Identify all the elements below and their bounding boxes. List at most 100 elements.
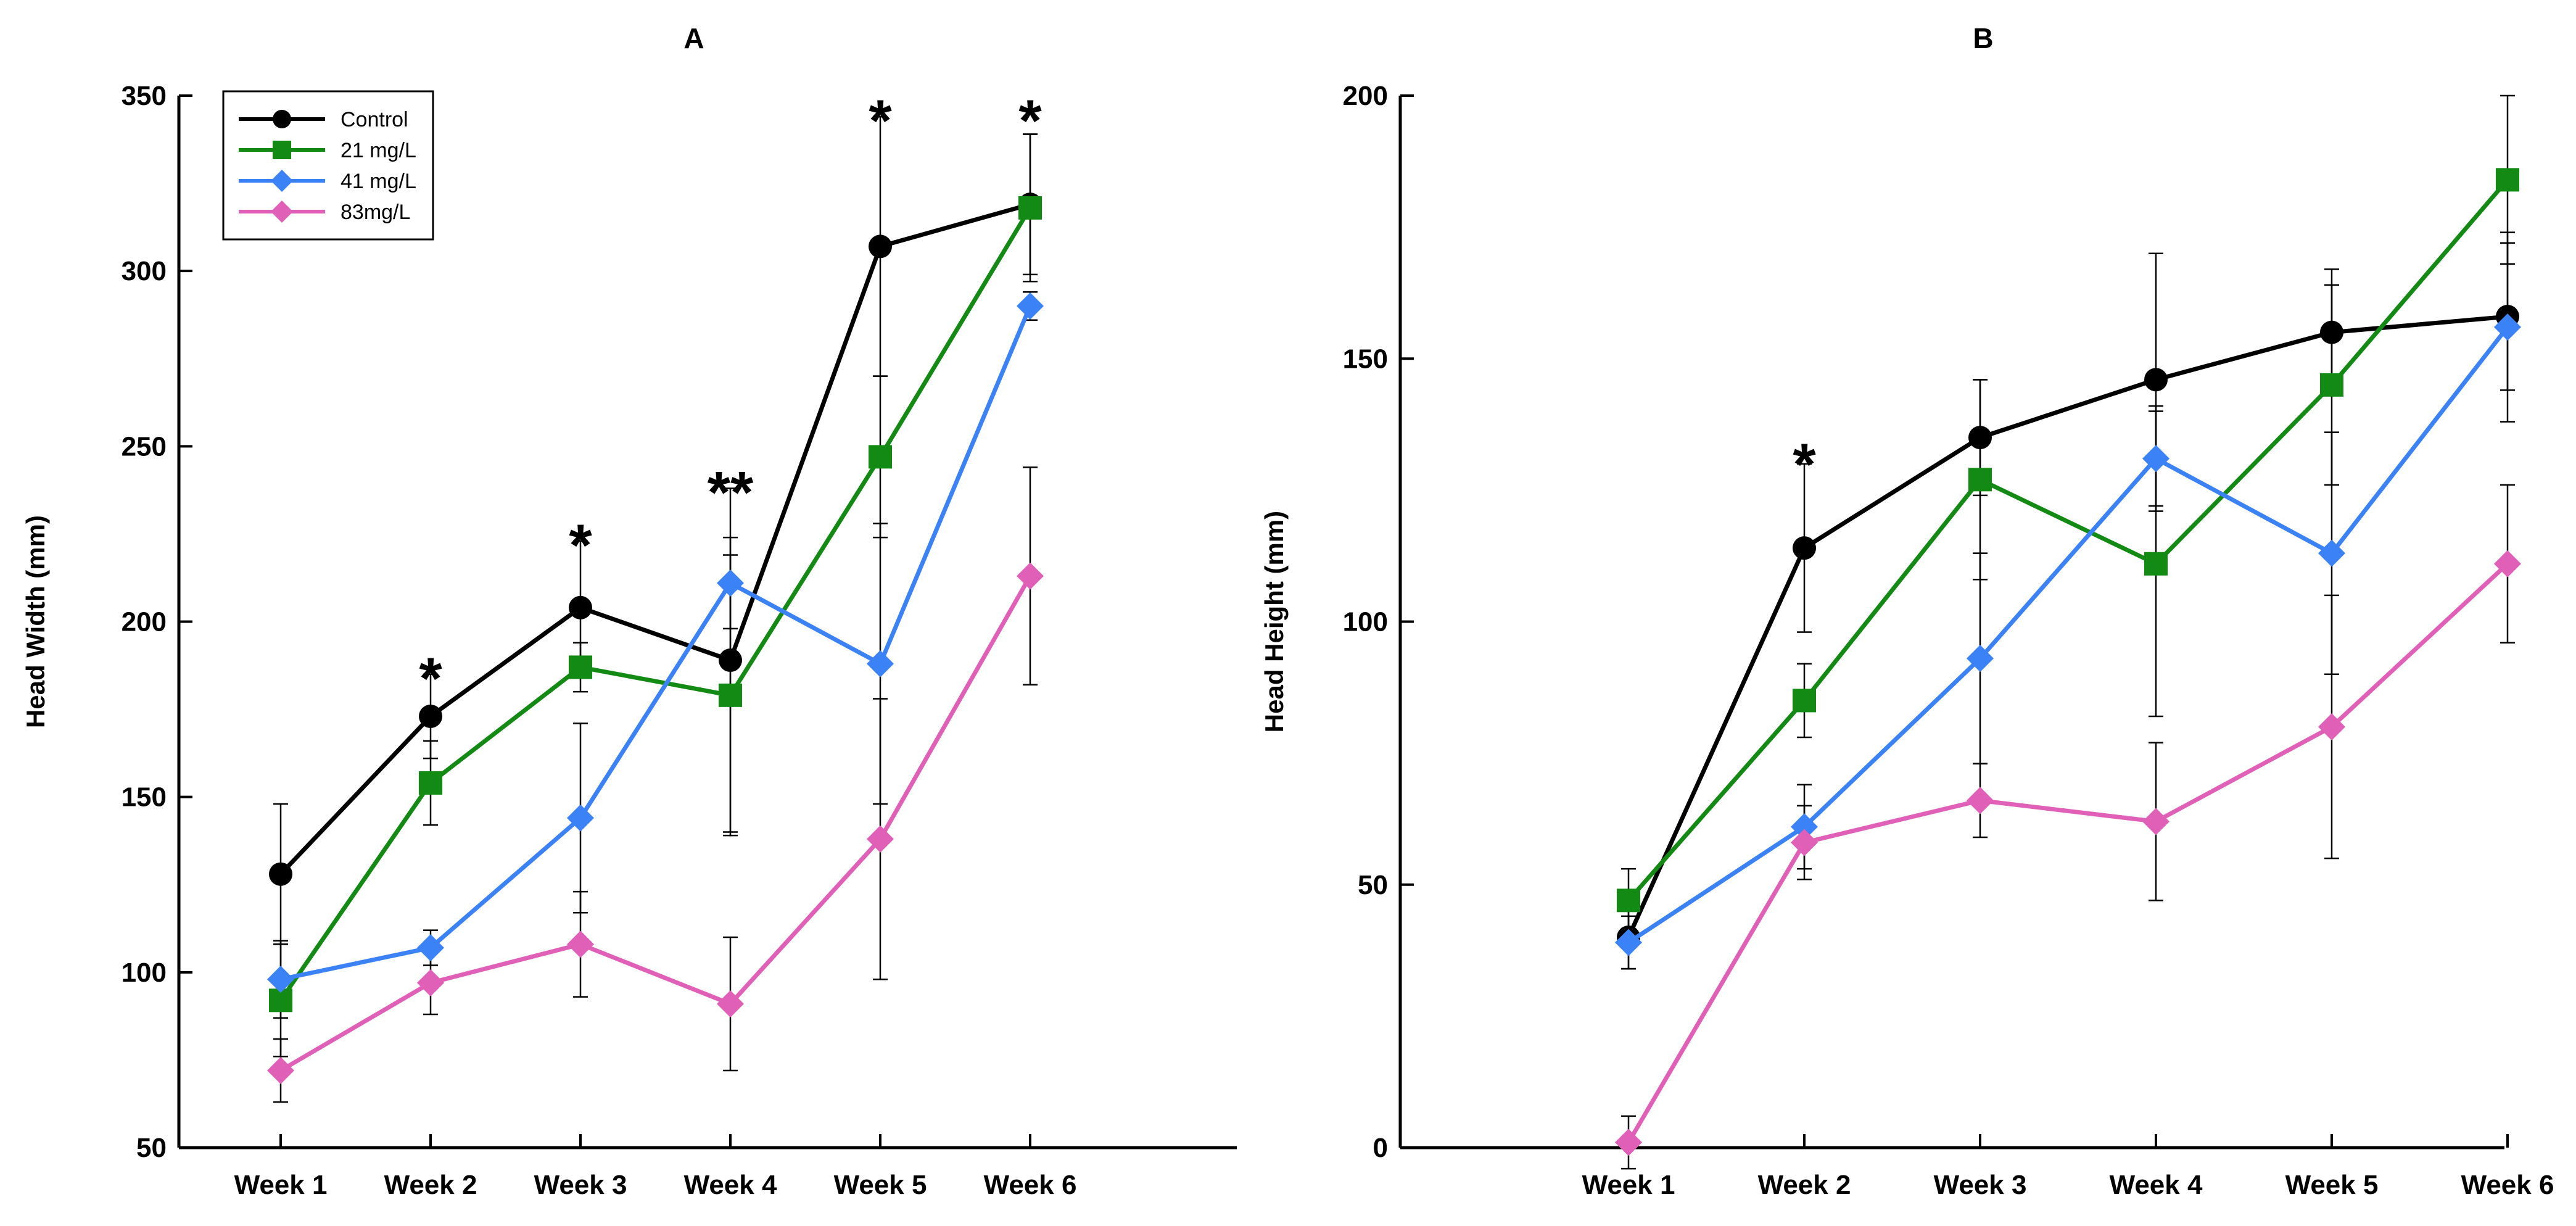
y-axis-label: Head Width (mm) xyxy=(21,515,50,728)
series-line-3 xyxy=(1626,562,2509,1144)
x-tick-label: Week 3 xyxy=(534,1170,627,1200)
series-2-point xyxy=(417,934,444,962)
x-tick-label: Week 3 xyxy=(1934,1170,2027,1200)
series-3-point xyxy=(567,930,594,958)
x-tick-label: Week 1 xyxy=(234,1170,328,1200)
series-3-point xyxy=(2318,713,2345,740)
series-line-2 xyxy=(1627,325,2509,945)
series-1-point xyxy=(869,445,892,469)
series-0-point xyxy=(869,234,892,259)
legend-marker xyxy=(273,141,291,159)
series-0-point xyxy=(2144,368,2168,392)
legend-label: 41 mg/L xyxy=(341,170,416,193)
series-0-point xyxy=(1968,426,1992,450)
chart-title: B xyxy=(1973,22,1993,54)
series-3-point xyxy=(717,990,744,1017)
y-tick-label: 0 xyxy=(1373,1133,1388,1163)
significance-marker: * xyxy=(869,88,892,154)
series-1-point xyxy=(1018,196,1042,220)
series-3-point xyxy=(1017,562,1044,590)
y-tick-label: 200 xyxy=(1343,81,1388,111)
x-tick-label: Week 2 xyxy=(1758,1170,1851,1200)
legend: Control 21 mg/L 41 mg/L 83mg/L xyxy=(222,90,434,241)
y-tick-label: 350 xyxy=(122,81,167,111)
y-axis-label: Head Height (mm) xyxy=(1260,511,1289,732)
legend-marker xyxy=(271,170,293,192)
x-tick-label: Week 2 xyxy=(384,1170,477,1200)
y-tick-label: 100 xyxy=(1343,607,1388,637)
legend-marker xyxy=(273,110,291,128)
x-tick-label: Week 6 xyxy=(984,1170,1077,1200)
series-0-point xyxy=(419,704,442,728)
x-tick-label: Week 4 xyxy=(684,1170,777,1200)
series-line-2 xyxy=(280,305,1033,982)
series-1-point xyxy=(1617,888,1640,913)
series-2-point xyxy=(1967,645,1994,673)
series-2-point xyxy=(267,966,294,993)
series-line-0 xyxy=(279,202,1031,876)
y-tick-label: 150 xyxy=(122,782,167,813)
series-2-point xyxy=(567,804,594,832)
series-1-point xyxy=(1968,468,1992,492)
series-3-point xyxy=(2142,808,2169,835)
series-0-point xyxy=(2320,320,2343,344)
legend-label: 21 mg/L xyxy=(341,139,416,162)
series-line-0 xyxy=(1626,314,2508,938)
series-2-point xyxy=(2318,539,2345,567)
y-tick-label: 100 xyxy=(122,958,167,988)
series-1-point xyxy=(2144,552,2168,576)
y-tick-label: 150 xyxy=(1343,344,1388,374)
significance-marker: * xyxy=(569,512,592,578)
series-1-point xyxy=(2496,168,2519,192)
series-0-point xyxy=(569,595,592,619)
series-1-point xyxy=(569,655,592,679)
y-tick-label: 50 xyxy=(136,1133,167,1163)
y-tick-label: 50 xyxy=(1358,870,1388,900)
series-3-point xyxy=(417,969,444,996)
series-line-1 xyxy=(1627,178,2509,902)
series-3-point xyxy=(1791,829,1818,856)
y-tick-label: 250 xyxy=(122,431,167,462)
chart-panel-A: A 50 100 150 200 250 300 350 Week 1 Week 2 Week 3 W… xyxy=(21,22,1237,1200)
series-2-point xyxy=(2494,313,2521,341)
x-tick-label: Week 5 xyxy=(834,1170,927,1200)
series-line-1 xyxy=(279,207,1032,1002)
series-2-point xyxy=(2142,445,2169,473)
series-line-3 xyxy=(279,574,1033,1072)
legend-box xyxy=(222,90,434,241)
series-3-point xyxy=(1615,1129,1642,1156)
legend-marker xyxy=(271,201,293,223)
y-tick-label: 200 xyxy=(122,607,167,637)
significance-marker: * xyxy=(419,645,442,711)
series-1-point xyxy=(419,771,442,795)
series-1-point xyxy=(1793,689,1816,713)
series-2-point xyxy=(1791,813,1818,840)
series-1-point xyxy=(2320,373,2343,397)
x-tick-label: Week 6 xyxy=(2461,1170,2554,1200)
series-3-point xyxy=(1967,787,1994,814)
series-1-point xyxy=(719,683,742,707)
x-tick-label: Week 5 xyxy=(2285,1170,2379,1200)
chart-panel-B: B 0 50 100 150 200 Week 1 Week 2 Week 3 Week 4 Wee… xyxy=(1260,22,2554,1200)
x-tick-label: Week 1 xyxy=(1582,1170,1675,1200)
series-0-point xyxy=(269,862,292,886)
y-tick-label: 300 xyxy=(122,256,167,286)
legend-label: 83mg/L xyxy=(341,201,410,224)
series-2-point xyxy=(1017,292,1044,320)
series-0-point xyxy=(1793,536,1816,560)
series-2-point xyxy=(867,650,894,677)
significance-marker: ** xyxy=(708,460,754,526)
significance-marker: * xyxy=(1793,432,1816,498)
series-2-point xyxy=(1615,929,1642,956)
legend-label: Control xyxy=(341,108,408,131)
series-3-point xyxy=(267,1056,294,1084)
x-tick-label: Week 4 xyxy=(2110,1170,2203,1200)
series-3-point xyxy=(2494,550,2521,578)
significance-marker: * xyxy=(1018,88,1042,154)
series-2-point xyxy=(717,569,744,597)
series-3-point xyxy=(867,825,894,853)
chart-title: A xyxy=(683,22,704,54)
series-0-point xyxy=(719,648,742,673)
